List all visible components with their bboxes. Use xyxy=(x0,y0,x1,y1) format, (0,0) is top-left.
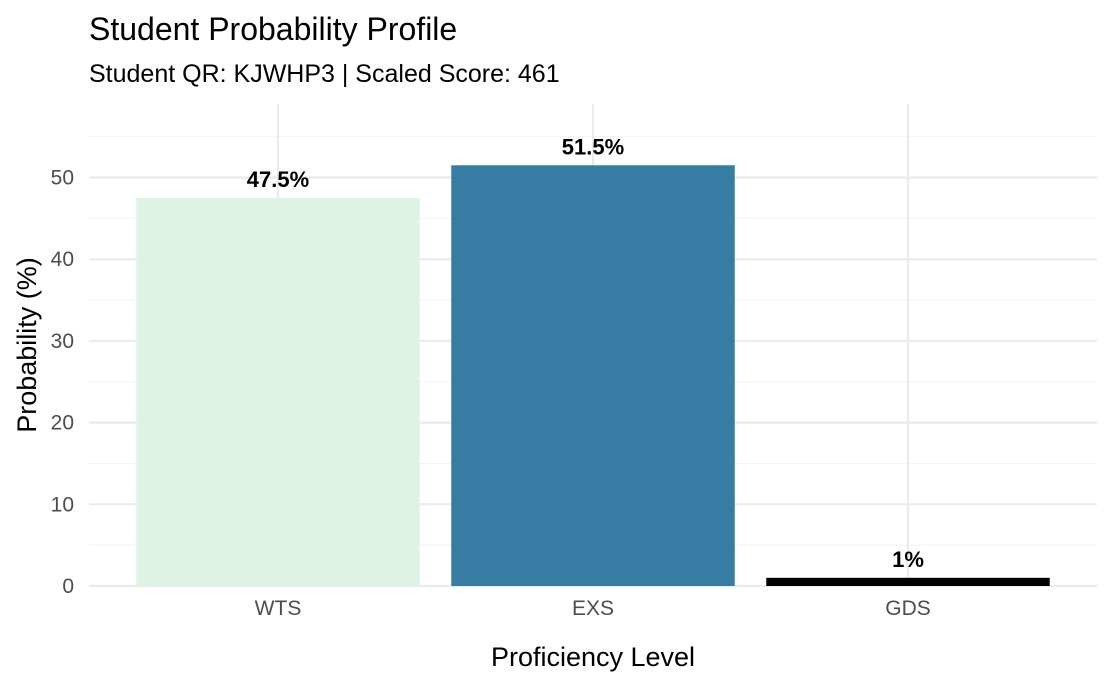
y-tick-label: 30 xyxy=(51,330,74,353)
data-label: 51.5% xyxy=(562,134,624,159)
y-tick-label: 40 xyxy=(51,248,74,271)
y-axis-ticks: 0 10 20 30 40 50 xyxy=(51,167,74,598)
x-tick-label: WTS xyxy=(255,597,302,620)
y-tick-label: 0 xyxy=(62,575,74,598)
chart-subtitle: Student QR: KJWHP3 | Scaled Score: 461 xyxy=(89,60,560,88)
y-tick-label: 50 xyxy=(51,167,74,190)
bar-wts xyxy=(136,197,420,586)
x-axis-title: Proficiency Level xyxy=(491,642,695,672)
y-tick-label: 20 xyxy=(51,412,74,435)
x-tick-label: EXS xyxy=(572,597,614,620)
x-tick-label: GDS xyxy=(885,597,931,620)
bar-gds xyxy=(766,577,1050,586)
bars xyxy=(136,165,1050,586)
y-axis-title: Probability (%) xyxy=(12,257,42,433)
data-labels: 47.5% 51.5% 1% xyxy=(247,134,924,572)
data-label: 1% xyxy=(892,547,924,572)
data-label: 47.5% xyxy=(247,167,309,192)
x-axis-ticks: WTS EXS GDS xyxy=(255,597,931,620)
y-tick-label: 10 xyxy=(51,493,74,516)
chart-title: Student Probability Profile xyxy=(89,11,457,47)
bar-exs xyxy=(451,165,735,586)
